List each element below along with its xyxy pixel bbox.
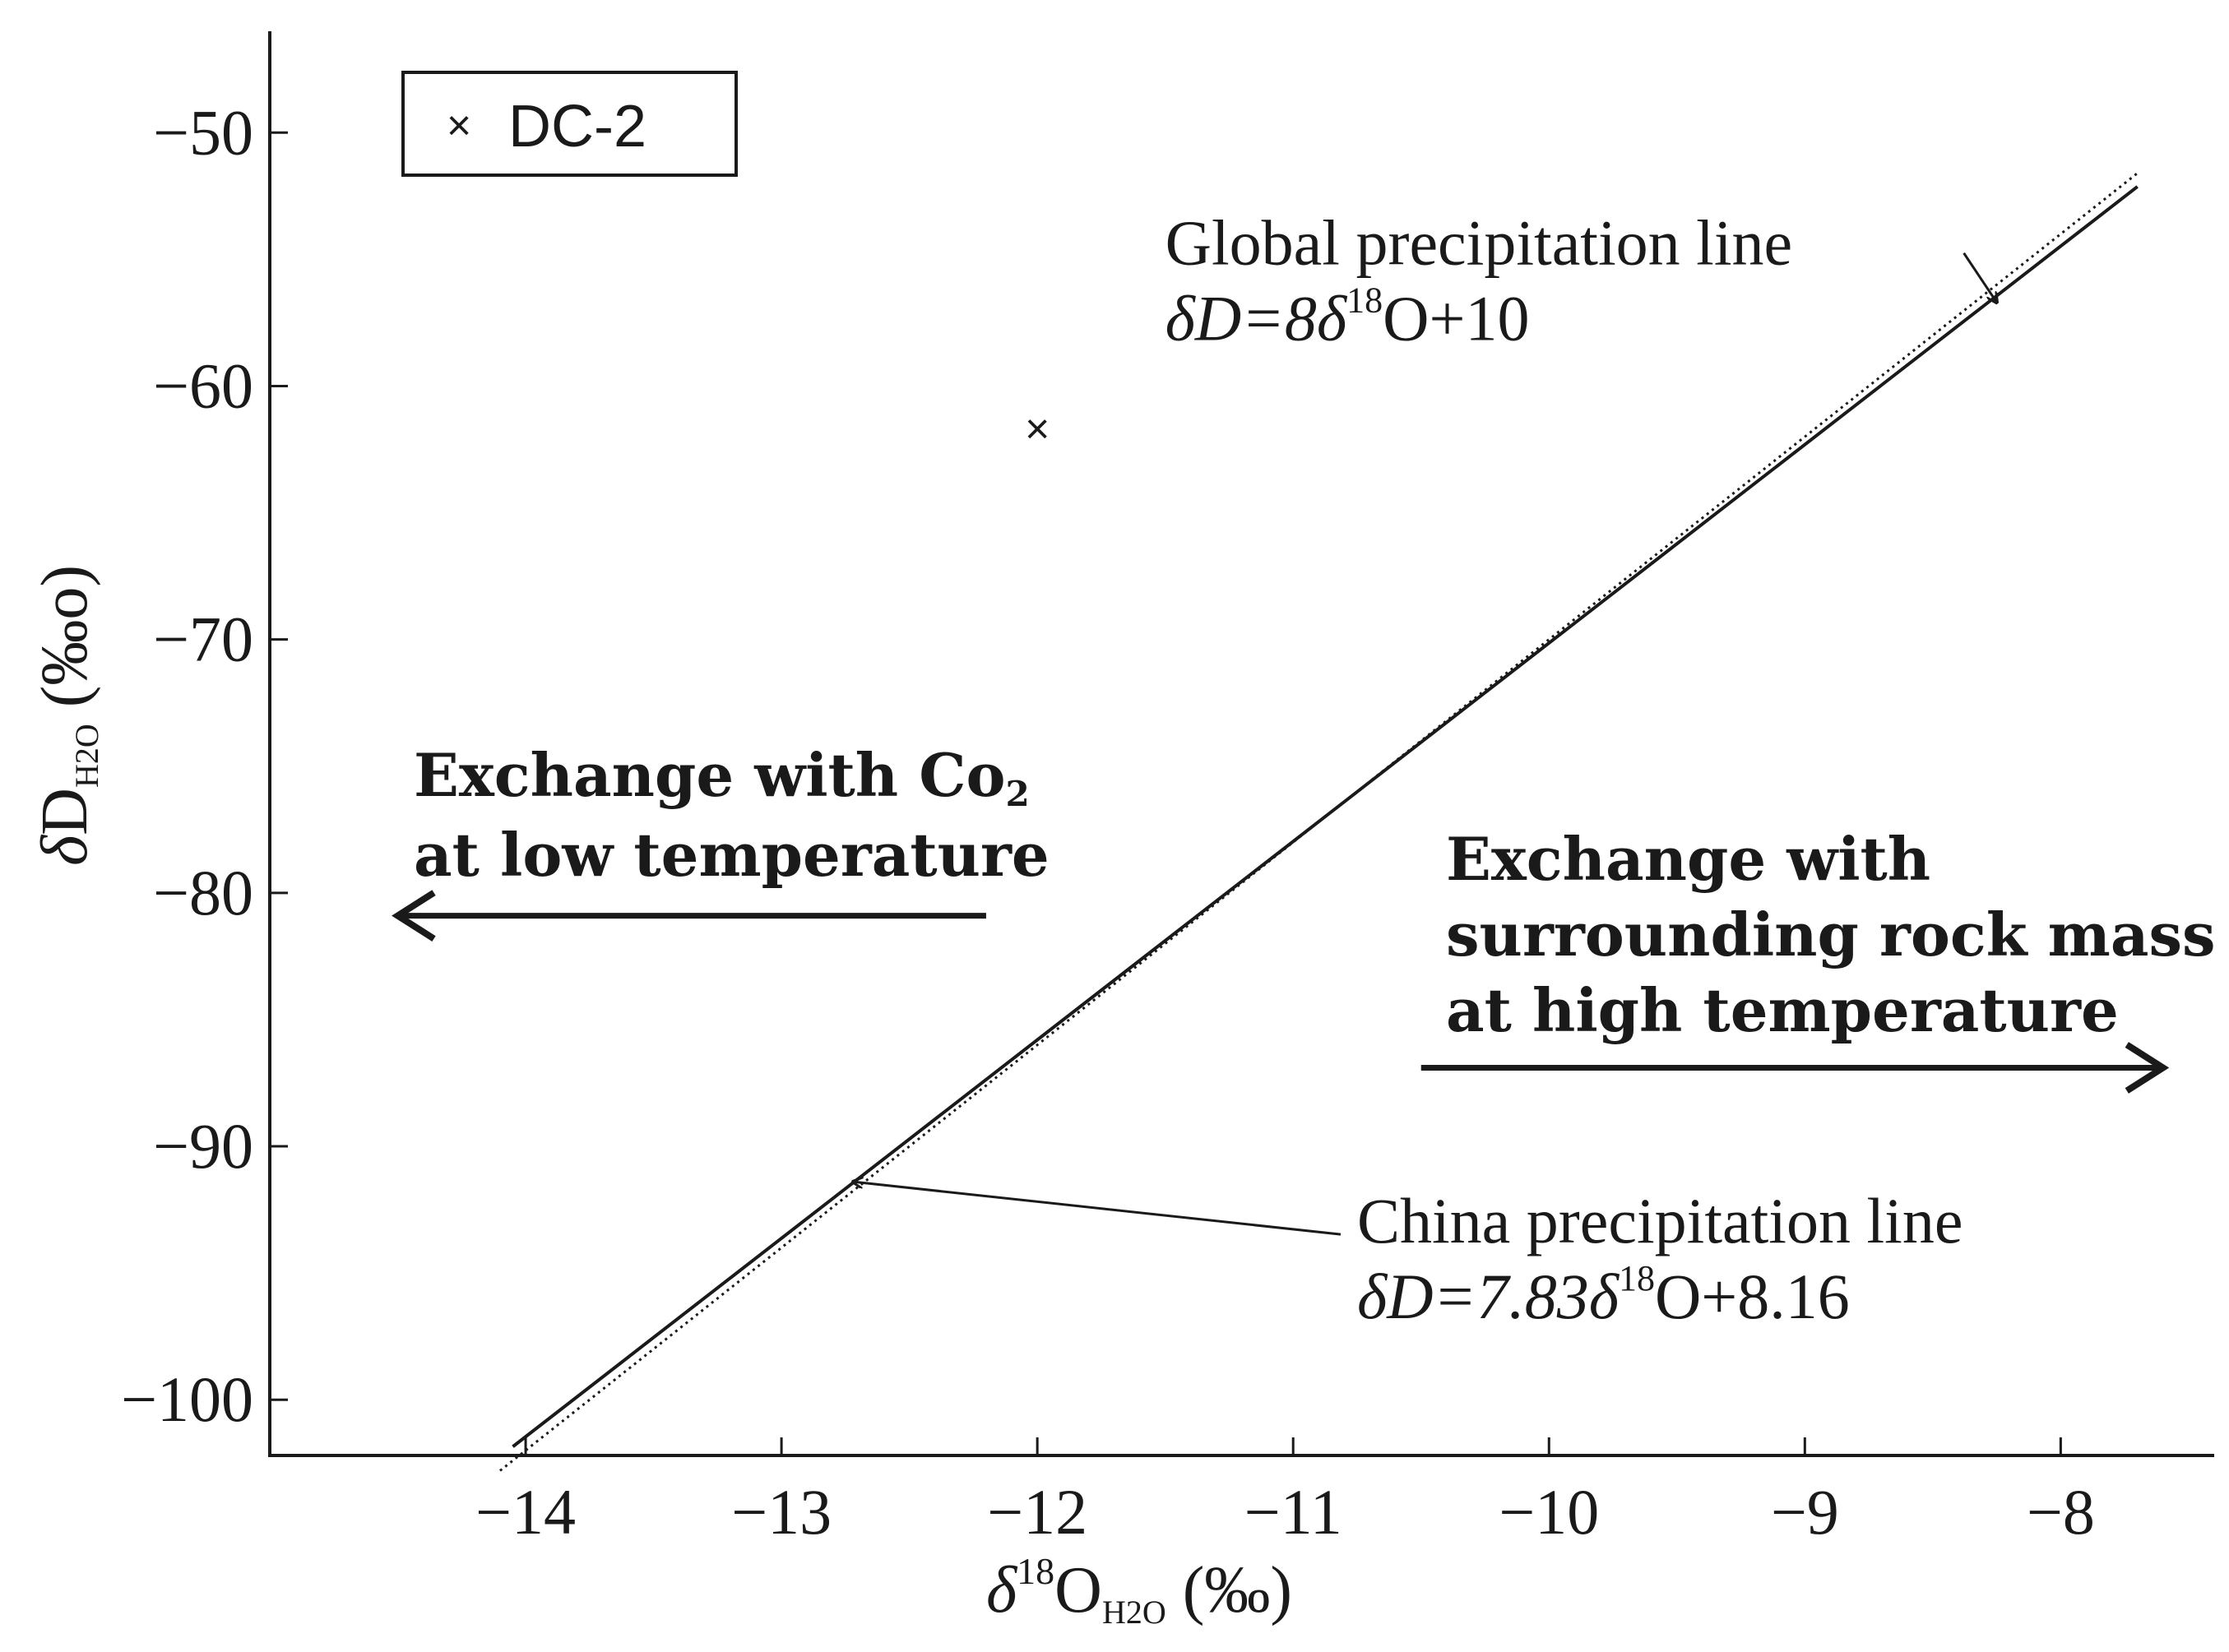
x-tick-label: −9 [1771, 1476, 1839, 1548]
high-temp-line1: Exchange with [1446, 824, 1930, 894]
low-temp-line1: Exchange with Co2 [414, 740, 1030, 814]
x-tick-label: −14 [475, 1476, 576, 1548]
low-temp-annotation: Exchange with Co2 at low temperature [392, 740, 1050, 942]
china-line-annotation: China precipitation line δD=7.83δ18O+8.1… [853, 1182, 1963, 1332]
x-tick-label: −10 [1499, 1476, 1599, 1548]
global-line-annotation: Global precipitation line δD=8δ18O+10 [1165, 207, 1997, 354]
x-ticks: −14 −13 −12 −11 −10 −9 −8 [475, 1437, 2095, 1548]
y-tick-label: −80 [153, 857, 253, 928]
x-tick-label: −11 [1244, 1476, 1342, 1548]
china-line-equation: δD=7.83δ18O+8.16 [1357, 1258, 1850, 1332]
global-line-pointer [1963, 252, 1997, 303]
y-tick-label: −50 [153, 96, 253, 168]
high-temp-line3: at high temperature [1446, 975, 2119, 1045]
data-point-dc2: × [1025, 405, 1050, 453]
x-axis-title: δ18OH2O (‰) [986, 1550, 1292, 1631]
arrow-head [2125, 1042, 2170, 1094]
y-tick-label: −70 [153, 604, 253, 675]
dc2-series: × [1025, 405, 1050, 453]
legend-label: DC-2 [508, 94, 646, 160]
china-line-label: China precipitation line [1357, 1185, 1963, 1256]
y-tick-label: −60 [153, 349, 253, 421]
global-line-label: Global precipitation line [1165, 207, 1792, 279]
legend-marker: × [447, 102, 471, 150]
low-temp-line2: at low temperature [414, 820, 1050, 890]
low-temp-arrow [392, 890, 986, 942]
y-ticks: −100 −90 −80 −70 −60 −50 [121, 96, 288, 1435]
arrow-head [392, 890, 436, 942]
y-tick-label: −100 [121, 1363, 253, 1435]
y-tick-label: −90 [153, 1110, 253, 1182]
high-temp-annotation: Exchange with surrounding rock mass at h… [1420, 824, 2216, 1094]
china-line-pointer [853, 1182, 1342, 1236]
x-tick-label: −8 [2027, 1476, 2095, 1548]
high-temp-arrow [1420, 1042, 2170, 1094]
china-precipitation-line [512, 185, 2139, 1448]
legend-box [401, 71, 738, 177]
legend: × DC-2 [401, 71, 738, 177]
global-line-equation: δD=8δ18O+10 [1165, 280, 1530, 354]
x-tick-label: −13 [731, 1476, 832, 1548]
y-axis-title: δDH2O (‰o) [29, 565, 105, 866]
x-tick-label: −12 [987, 1476, 1087, 1548]
high-temp-line2: surrounding rock mass [1446, 900, 2216, 969]
